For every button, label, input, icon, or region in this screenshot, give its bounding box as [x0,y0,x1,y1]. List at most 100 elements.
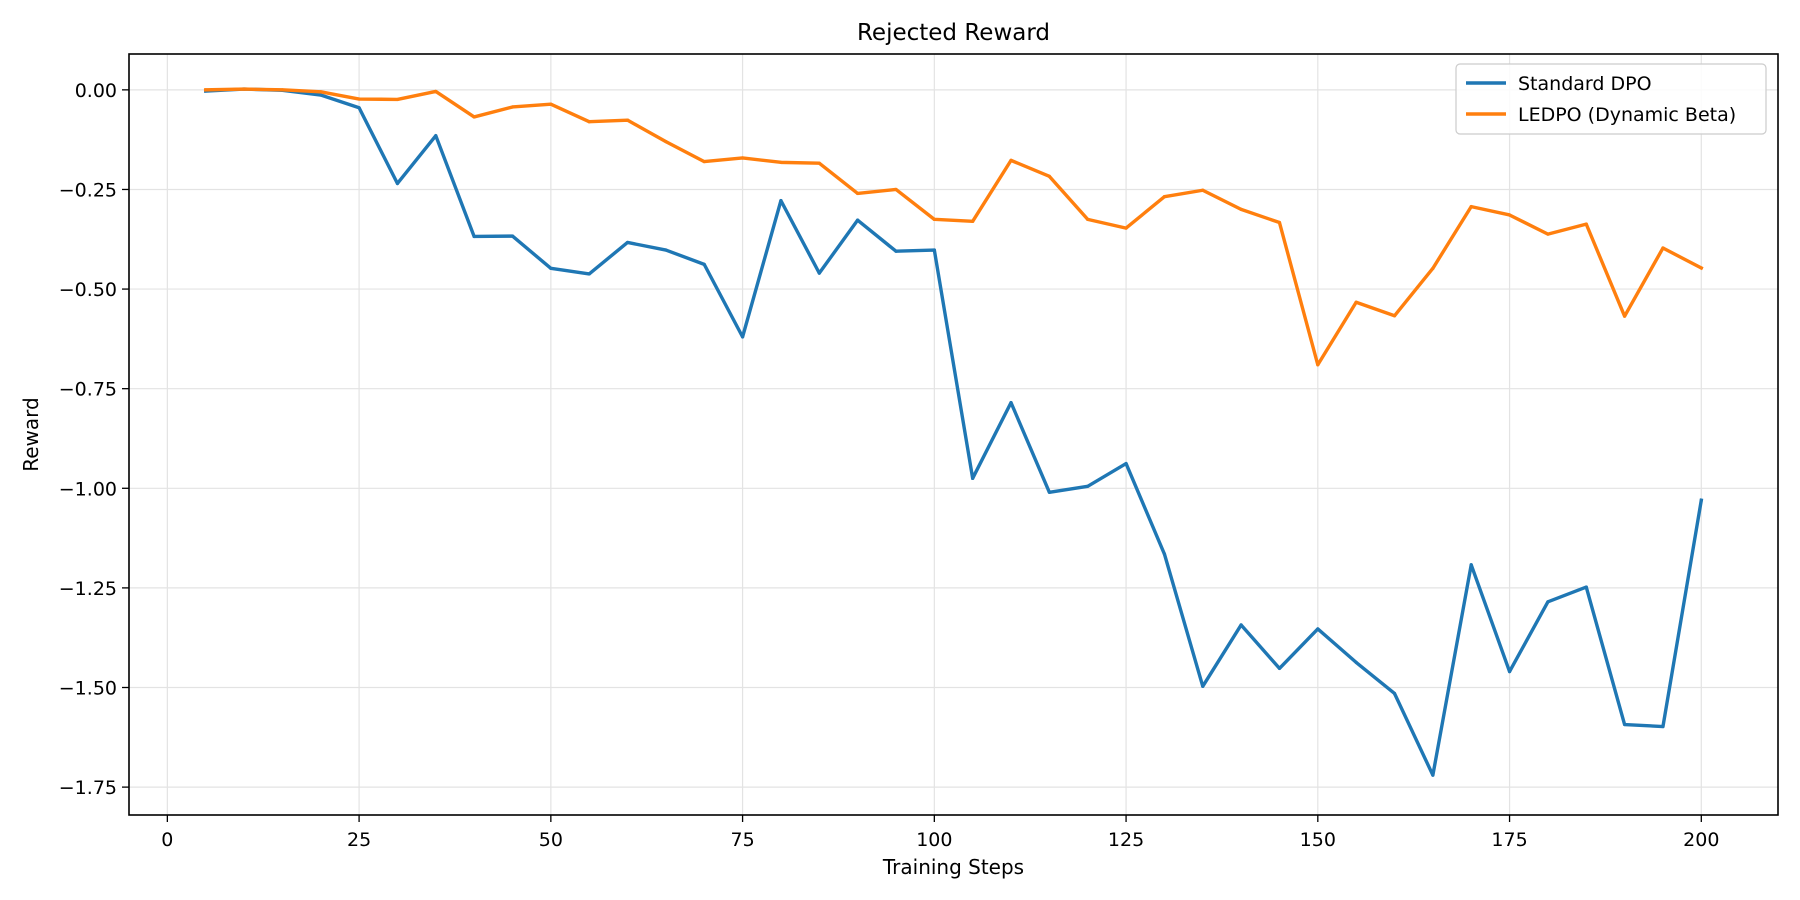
data-point [1316,363,1320,367]
data-point [932,248,936,252]
data-point [1086,217,1090,221]
data-point [357,106,361,110]
data-point [510,105,515,109]
data-point [1431,266,1435,270]
data-point [472,115,476,119]
data-point [664,140,668,144]
y-tick-label: −0.50 [59,279,117,301]
y-tick-label: −1.25 [59,578,117,600]
data-point [856,218,860,222]
data-point [894,249,898,253]
data-point [1546,232,1550,236]
data-point [1009,401,1013,405]
x-tick-label: 50 [539,829,563,851]
x-tick-label: 0 [161,829,173,851]
data-point [395,181,400,186]
data-point [1047,174,1051,178]
data-point [319,93,323,97]
x-tick-label: 150 [1300,829,1336,851]
data-point [1201,188,1205,192]
data-point [1623,314,1627,318]
y-tick-label: −1.00 [59,478,117,500]
data-point [1086,484,1090,488]
data-point [971,219,975,223]
data-point [1277,666,1282,670]
data-point [1201,684,1205,688]
data-point [1124,226,1128,230]
plot-area-frame [128,53,1779,816]
data-point [1546,600,1550,604]
data-point [357,97,361,101]
legend: Standard DPO LEDPO (Dynamic Beta) [1455,63,1767,135]
series-line [203,87,1704,367]
y-tick-label: −0.25 [59,179,117,201]
data-point [1009,158,1013,162]
y-axis-ticks: 0.00 −0.25 −0.50 −0.75 −1.00 −1.25 −1.50 −1.75 [59,80,129,799]
data-point [1699,498,1703,502]
chart-title: Rejected Reward [857,20,1050,46]
data-point [1661,724,1665,729]
series-ledpo-dynamic-beta [203,87,1704,367]
x-tick-label: 200 [1683,829,1719,851]
data-point [779,199,783,203]
y-axis-label: Reward [19,397,43,471]
data-point [817,271,821,275]
data-point [1699,266,1703,270]
data-point [1354,660,1358,665]
data-point [971,476,975,480]
data-point [434,134,438,138]
data-point [1354,300,1358,304]
x-tick-label: 125 [1108,829,1144,851]
data-point [587,120,591,124]
series-lines [203,87,1704,777]
data-point [1623,722,1627,727]
data-point [1392,314,1397,318]
x-axis-label: Training Steps [882,855,1024,879]
data-point [1316,627,1320,631]
data-point [1239,623,1243,627]
data-point [204,88,208,92]
data-point [1507,213,1512,217]
data-point [1277,220,1282,225]
x-tick-label: 25 [347,829,371,851]
data-point [280,88,284,92]
data-point [625,240,630,245]
data-point [1162,552,1167,556]
data-point [434,89,438,94]
data-point [894,187,898,192]
y-tick-label: −0.75 [59,379,117,401]
data-point [549,266,553,270]
x-axis-ticks: 0 25 50 75 100 125 150 175 200 [161,815,1719,851]
data-point [1507,669,1512,674]
data-point [856,191,860,196]
series-line [203,87,1704,777]
y-tick-label: −1.50 [59,678,117,700]
y-tick-label: 0.00 [75,80,117,102]
x-tick-label: 100 [916,829,952,851]
data-point [702,159,706,164]
data-point [1392,691,1397,696]
data-point [472,234,476,239]
legend-box [1455,63,1767,135]
data-point [740,156,745,160]
data-point [1584,222,1588,226]
data-point [1431,773,1435,777]
data-point [1469,204,1473,209]
data-point [1047,490,1051,494]
data-point [395,97,400,102]
data-point [817,161,821,165]
data-point [664,248,668,252]
data-point [702,262,706,266]
data-point [549,102,553,106]
data-point [932,217,936,221]
x-tick-label: 75 [730,829,754,851]
legend-label: LEDPO (Dynamic Beta) [1518,104,1736,126]
data-point [1469,563,1473,567]
data-point [1162,195,1167,199]
data-point [1584,585,1588,589]
data-point [1239,207,1243,211]
data-point [242,87,246,91]
x-tick-label: 175 [1491,829,1527,851]
